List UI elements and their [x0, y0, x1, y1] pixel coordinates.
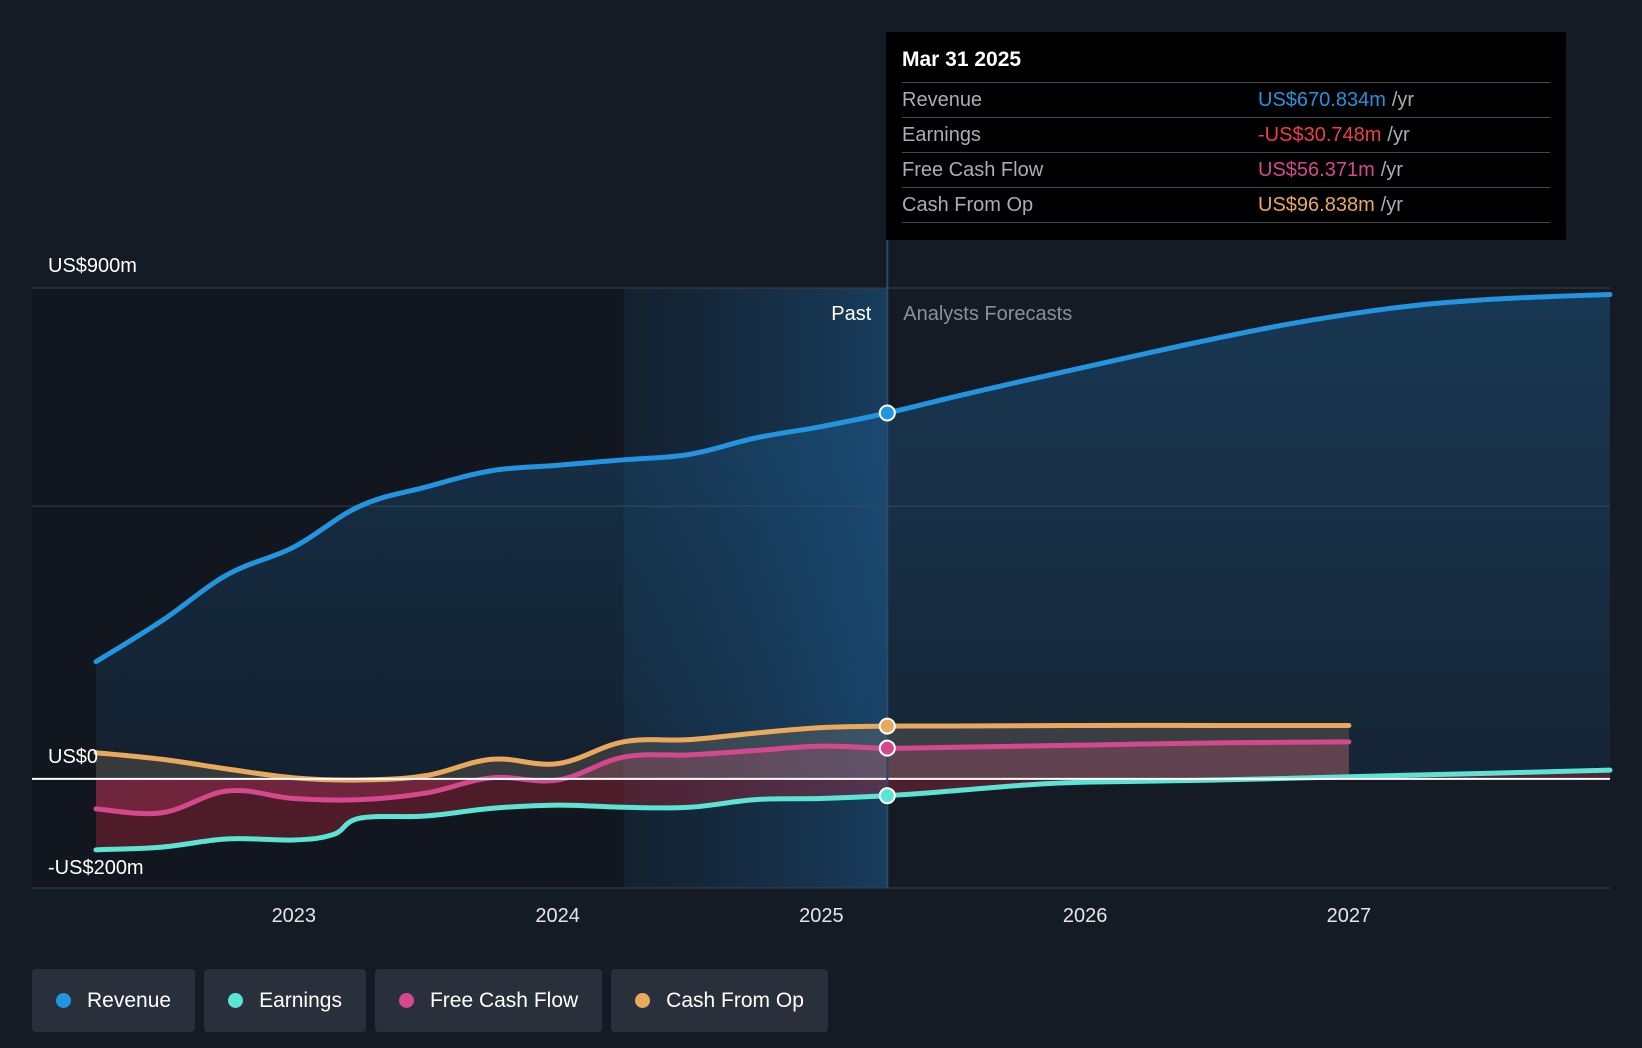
tooltip-row-unit: /yr — [1380, 159, 1403, 181]
legend-item-revenue[interactable]: Revenue — [32, 969, 196, 1032]
x-axis-label: 2026 — [1063, 905, 1108, 927]
revenue-area — [96, 294, 1610, 779]
cash-from-op-marker — [878, 717, 896, 735]
series-lines — [93, 292, 1613, 853]
y-axis-labels: US$900m US$0 -US$200m — [48, 255, 144, 879]
tooltip-row-value: US$96.838m — [1258, 194, 1375, 216]
legend-item-free-cash-flow[interactable]: Free Cash Flow — [374, 969, 603, 1032]
free-cash-flow-marker — [878, 739, 896, 757]
revenue-marker — [878, 404, 896, 422]
legend-dot-icon — [398, 993, 414, 1008]
legend-label: Free Cash Flow — [429, 988, 579, 1012]
cash-from-op-line — [93, 722, 1352, 783]
tooltip-row-name: Earnings — [902, 124, 981, 146]
hover-tooltip: Mar 31 2025 Revenue US$670.834m /yr Earn… — [886, 32, 1566, 240]
legend-label: Revenue — [87, 988, 172, 1012]
legend-label: Earnings — [259, 988, 342, 1012]
free-cash-flow-area — [96, 741, 1349, 814]
forecast-label: Analysts Forecasts — [903, 303, 1072, 325]
tooltip-row-free-cash-flow: Free Cash Flow US$56.371m /yr — [902, 153, 1550, 188]
tooltip-row-unit: /yr — [1391, 89, 1415, 111]
x-axis-label: 2024 — [535, 905, 580, 927]
x-axis-label: 2025 — [799, 905, 844, 927]
legend-dot-icon — [635, 993, 651, 1008]
tooltip-row-unit: /yr — [1387, 124, 1410, 146]
y-axis-label: -US$200m — [48, 857, 144, 879]
legend-item-cash-from-op[interactable]: Cash From Op — [611, 969, 828, 1032]
past-label: Past — [831, 303, 871, 325]
tooltip-row-cash-from-op: Cash From Op US$96.838m /yr — [902, 188, 1550, 223]
x-axis-labels: 2023 2024 2025 2026 2027 — [272, 905, 1372, 927]
tooltip-row-value: US$56.371m — [1258, 159, 1375, 181]
tooltip-row-value: US$670.834m — [1258, 89, 1386, 111]
y-axis-label: US$0 — [48, 746, 98, 768]
tooltip-row-earnings: Earnings -US$30.748m /yr — [902, 118, 1550, 153]
legend-item-earnings[interactable]: Earnings — [204, 969, 366, 1032]
legend-label: Cash From Op — [666, 988, 804, 1012]
free-cash-flow-line — [93, 739, 1352, 817]
tooltip-row-revenue: Revenue US$670.834m /yr — [902, 83, 1550, 118]
legend-dot-icon — [56, 993, 71, 1008]
earnings-area — [96, 770, 1610, 850]
earnings-marker — [878, 787, 896, 805]
x-axis-label: 2027 — [1327, 905, 1372, 927]
revenue-line — [93, 292, 1613, 665]
tooltip-row-value: -US$30.748m — [1258, 124, 1382, 146]
legend-dot-icon — [228, 993, 244, 1008]
tooltip-markers — [878, 404, 896, 805]
y-axis-label: US$900m — [48, 255, 137, 277]
x-axis-label: 2023 — [272, 905, 317, 927]
tooltip-row-unit: /yr — [1380, 194, 1403, 216]
legend: Revenue Earnings Free Cash Flow Cash Fro… — [32, 969, 828, 1032]
tooltip-row-name: Revenue — [902, 89, 983, 111]
tooltip-row-name: Cash From Op — [902, 194, 1034, 216]
tooltip-row-name: Free Cash Flow — [902, 159, 1044, 181]
tooltip-date: Mar 31 2025 — [902, 46, 1550, 83]
